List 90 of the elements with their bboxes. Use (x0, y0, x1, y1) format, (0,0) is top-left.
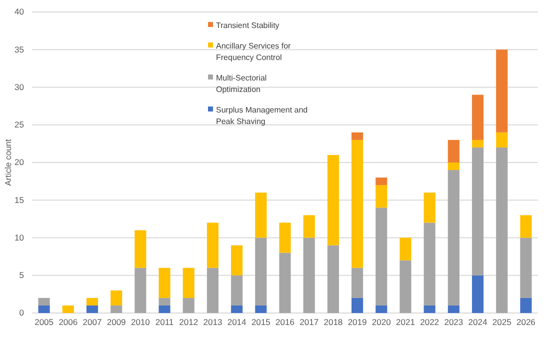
x-tick-label: 2019 (348, 317, 368, 328)
bar (520, 298, 532, 313)
bar (206, 268, 218, 313)
bar (231, 275, 243, 306)
bar (448, 140, 460, 162)
bar (158, 298, 170, 306)
bar (182, 268, 194, 298)
bar (158, 305, 170, 313)
bar (255, 238, 267, 306)
x-tick-label: 2012 (179, 317, 198, 328)
y-tick-label: 15 (14, 194, 24, 205)
bar (376, 185, 388, 208)
y-tick-label: 35 (14, 44, 24, 54)
x-tick-label: 2006 (58, 317, 78, 328)
legend-label: Transient Stability (216, 21, 280, 30)
bar (327, 245, 339, 313)
x-tick-label: 2016 (276, 317, 295, 328)
x-tick-label: 2010 (130, 317, 150, 328)
x-tick-label: 2007 (82, 317, 102, 328)
bar (303, 215, 315, 238)
x-tick-label: 2017 (300, 317, 319, 328)
bar (134, 268, 146, 313)
bar (255, 305, 267, 313)
x-tick-label: 2011 (155, 317, 174, 328)
bar (352, 132, 364, 140)
bar (472, 147, 484, 276)
bar (520, 238, 532, 298)
bar (352, 268, 364, 298)
legend-label: Ancillary Services for Frequency Control (216, 42, 292, 62)
bar (448, 170, 460, 306)
bar (352, 140, 364, 268)
x-tick-label: 2025 (492, 317, 512, 328)
bar (38, 305, 50, 313)
bar (303, 238, 315, 313)
bar (424, 192, 436, 223)
bar (400, 238, 412, 260)
legend-label: Surplus Management and Peak Shaving (216, 106, 308, 126)
bar (496, 132, 508, 148)
x-tick-label: 2026 (516, 317, 536, 328)
y-tick-label: 0 (19, 308, 24, 318)
bar (376, 208, 388, 306)
bar (520, 215, 532, 238)
bar (376, 178, 388, 186)
x-tick-label: 2013 (203, 317, 222, 328)
y-tick-label: 10 (14, 232, 24, 242)
bar (182, 298, 194, 313)
bar (110, 290, 122, 306)
bar (472, 275, 484, 313)
bar (400, 260, 412, 313)
y-tick-label: 30 (14, 82, 24, 92)
bar (231, 305, 243, 313)
x-tick-label: 2015 (251, 317, 271, 328)
bar (496, 50, 508, 132)
bar (158, 268, 170, 298)
y-tick-label: 25 (14, 120, 24, 130)
bar (255, 192, 267, 238)
bar (206, 222, 218, 268)
bar (352, 298, 364, 313)
bar (231, 245, 243, 276)
bar (327, 154, 339, 246)
x-tick-label: 2023 (444, 317, 464, 328)
x-tick-label: 2005 (34, 317, 54, 328)
bar (62, 305, 74, 313)
y-tick-label: 5 (19, 270, 24, 280)
bar (472, 94, 484, 140)
x-tick-label: 2009 (106, 317, 126, 328)
x-tick-label: 2022 (420, 317, 440, 328)
bar (448, 162, 460, 170)
bar (38, 298, 50, 306)
bar (496, 147, 508, 313)
x-tick-label: 2021 (396, 317, 416, 328)
bar (86, 298, 98, 306)
bar (279, 252, 291, 313)
bar (424, 222, 436, 306)
bar (472, 140, 484, 148)
bar (376, 305, 388, 313)
x-tick-label: 2024 (468, 317, 488, 328)
legend-label: Multi-Sectorial Optimization (216, 74, 267, 94)
y-tick-label: 40 (14, 6, 24, 17)
bar (86, 305, 98, 313)
bar (134, 230, 146, 268)
bar (110, 305, 122, 313)
y-tick-label: 20 (14, 157, 24, 168)
bar (424, 305, 436, 313)
x-tick-label: 2020 (372, 317, 392, 328)
x-tick-label: 2014 (227, 317, 247, 328)
bar (448, 305, 460, 313)
x-tick-label: 2018 (324, 317, 343, 328)
bar (279, 222, 291, 253)
y-axis-title: Article count (3, 138, 13, 186)
